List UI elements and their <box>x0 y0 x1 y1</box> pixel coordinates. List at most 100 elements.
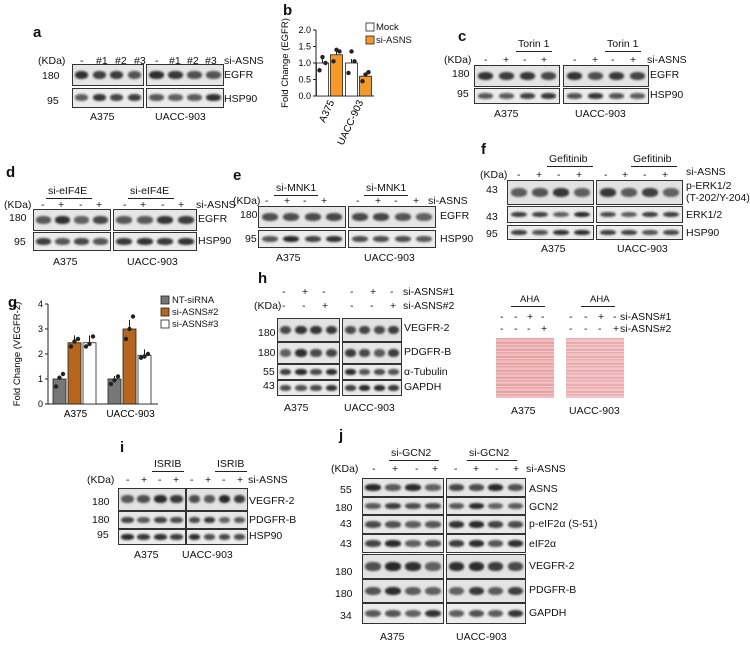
ponceau-stain <box>566 338 624 398</box>
blot-band <box>663 230 679 235</box>
x-tick-label: UACC-903 <box>336 98 367 147</box>
western-blot <box>186 488 248 511</box>
blot-band <box>170 495 183 503</box>
kda-marker: 43 <box>340 538 352 550</box>
western-blot <box>362 579 444 603</box>
kda-marker: 180 <box>335 566 353 578</box>
blot-band <box>359 326 370 334</box>
blot-band <box>345 369 356 374</box>
treatment-label: si-ASNS <box>526 463 566 475</box>
protein-label: HSP90 <box>198 235 231 247</box>
cell-line-label: A375 <box>134 549 159 561</box>
protein-label: HSP90 <box>249 530 282 542</box>
blot-band <box>121 495 134 503</box>
blot-band <box>149 94 163 101</box>
blot-band <box>295 385 307 390</box>
blot-band <box>425 587 440 595</box>
blot-band <box>121 534 134 539</box>
data-point <box>131 314 135 318</box>
blot-band <box>385 484 400 490</box>
legend-label: Mock <box>376 22 399 34</box>
blot-band <box>405 521 420 527</box>
western-blot <box>118 511 186 529</box>
blot-band <box>137 517 150 523</box>
blot-band <box>359 349 370 357</box>
bar <box>317 63 329 96</box>
blot-band <box>600 188 616 197</box>
blot-band <box>385 521 400 527</box>
protein-label: p-eIF2α (S-51) <box>529 518 598 530</box>
western-blot <box>446 534 526 553</box>
lane-sign: - <box>158 474 162 486</box>
blot-band <box>588 72 604 80</box>
blot-band <box>449 503 464 509</box>
western-blot <box>72 64 144 86</box>
blot-band <box>280 349 292 357</box>
bar <box>83 343 96 404</box>
kda-marker: 43 <box>486 211 498 223</box>
blot-band <box>365 562 380 571</box>
lane-sign: - <box>415 463 419 475</box>
western-blot <box>474 65 560 87</box>
lane-sign: - <box>282 300 286 312</box>
lane-sign: + <box>205 474 211 486</box>
blot-band <box>388 349 399 357</box>
blot-band <box>425 484 440 490</box>
lane-sign: - <box>569 323 573 335</box>
blot-band <box>55 216 69 224</box>
blot-band <box>469 540 484 546</box>
drug-label: Gefitinib <box>633 153 672 165</box>
blot-band <box>116 216 132 224</box>
kda-label: (KDa) <box>87 474 114 486</box>
data-point <box>127 327 131 331</box>
blot-band <box>385 610 400 617</box>
legend-label: NT-siRNA <box>172 295 214 307</box>
blot-band <box>262 236 278 242</box>
blot-band <box>206 71 220 79</box>
blot-band <box>630 93 646 98</box>
protein-label: (T-202/Y-204) <box>686 192 750 204</box>
lane-sign: - <box>514 323 518 335</box>
blot-band <box>170 534 183 539</box>
blot-band <box>305 213 321 221</box>
blot-band <box>405 587 420 595</box>
western-blot <box>362 497 444 515</box>
protein-label: PDGFR-B <box>404 346 451 358</box>
blot-band <box>365 521 380 527</box>
group-label: si-GCN2 <box>391 447 431 459</box>
blot-band <box>189 517 200 523</box>
blot-band <box>388 369 399 374</box>
western-blot <box>146 64 224 86</box>
blot-band <box>326 326 338 334</box>
western-blot <box>113 232 197 251</box>
blot-band <box>295 326 307 334</box>
western-blot <box>446 579 526 603</box>
treatment-label: si-ASNS#1 <box>620 311 671 323</box>
kda-marker: 180 <box>42 70 60 82</box>
protein-label: ERK1/2 <box>686 209 722 221</box>
blot-band <box>326 369 338 374</box>
lane-sign: - <box>584 323 588 335</box>
y-axis-label: Fold Change (EGFR) <box>280 18 291 108</box>
blot-band <box>630 72 646 80</box>
cell-line-label: UACC-903 <box>182 549 233 561</box>
kda-marker: 95 <box>486 228 498 240</box>
y-tick-label: 2.0 <box>298 25 311 35</box>
lane-sign: + <box>173 474 179 486</box>
blot-band <box>310 385 322 390</box>
blot-band <box>280 369 292 374</box>
blot-band <box>508 610 523 617</box>
western-blot <box>342 318 402 342</box>
blot-band <box>280 326 292 334</box>
blot-band <box>154 517 167 523</box>
blot-band <box>326 213 342 221</box>
western-blot <box>362 554 444 579</box>
blot-band <box>385 540 400 546</box>
data-point <box>146 352 150 356</box>
blot-band <box>541 72 557 80</box>
western-blot <box>507 180 594 205</box>
cell-line-label: UACC-903 <box>569 405 620 417</box>
protein-label: PDGFR-B <box>249 514 296 526</box>
western-blot <box>596 225 683 240</box>
blot-band <box>553 188 569 197</box>
